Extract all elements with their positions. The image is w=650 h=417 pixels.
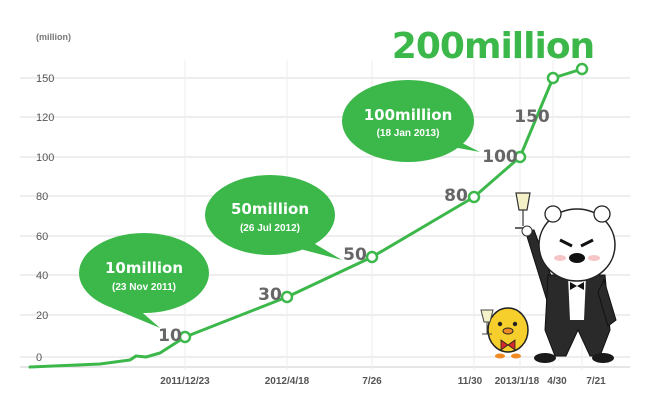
y-unit-label: (million) xyxy=(36,32,71,42)
chick-character-illustration xyxy=(480,307,529,359)
y-tick-labels: 0 20 40 60 80 100 120 150 xyxy=(36,73,54,364)
callout-bubble xyxy=(205,175,335,255)
x-tick-label: 7/21 xyxy=(586,376,606,387)
callout-title: 50million xyxy=(231,200,309,218)
callout-10million: 10million (23 Nov 2011) xyxy=(79,233,209,328)
point-label: 30 xyxy=(258,285,282,305)
data-point-marker xyxy=(365,250,379,264)
callout-50million: 50million (26 Jul 2012) xyxy=(205,175,342,260)
y-tick-label: 60 xyxy=(36,231,48,243)
callout-date: (23 Nov 2011) xyxy=(112,282,176,293)
point-label: 100 xyxy=(482,147,518,167)
point-label: 150 xyxy=(514,107,550,127)
callout-title: 100million xyxy=(364,106,453,124)
callout-date: (26 Jul 2012) xyxy=(240,223,300,234)
x-tick-label: 2013/1/18 xyxy=(495,376,540,387)
x-tick-label: 2012/4/18 xyxy=(265,376,310,387)
y-tick-label: 120 xyxy=(36,112,54,124)
y-tick-label: 150 xyxy=(36,73,54,85)
callout-bubble xyxy=(79,233,209,313)
x-tick-labels: 2011/12/23 2012/4/18 7/26 11/30 2013/1/1… xyxy=(160,376,606,387)
point-label: 10 xyxy=(158,326,182,346)
data-point-marker xyxy=(467,190,481,204)
x-tick-label: 2011/12/23 xyxy=(160,376,210,387)
bear-character-illustration xyxy=(515,192,617,363)
y-tick-label: 20 xyxy=(36,310,48,322)
data-point-marker xyxy=(280,290,294,304)
y-tick-label: 100 xyxy=(36,152,54,164)
callout-date: (18 Jan 2013) xyxy=(377,128,440,139)
y-tick-label: 80 xyxy=(36,191,48,203)
point-label: 80 xyxy=(444,186,468,206)
data-markers xyxy=(178,62,589,344)
point-labels: 10 30 50 80 100 150 xyxy=(158,107,550,346)
y-tick-label: 40 xyxy=(36,270,48,282)
callout-title: 10million xyxy=(105,259,183,277)
callout-100million: 100million (18 Jan 2013) xyxy=(342,80,480,162)
data-point-marker xyxy=(513,150,527,164)
callout-bubble xyxy=(342,80,474,162)
point-label: 50 xyxy=(343,245,367,265)
x-tick-label: 7/26 xyxy=(362,376,382,387)
y-tick-label: 0 xyxy=(36,352,42,364)
data-point-marker xyxy=(178,330,192,344)
headline-200million: 200million xyxy=(392,26,594,67)
x-tick-label: 11/30 xyxy=(458,376,483,387)
data-point-marker xyxy=(575,62,589,76)
data-point-marker xyxy=(546,71,560,85)
x-tick-label: 4/30 xyxy=(547,376,567,387)
